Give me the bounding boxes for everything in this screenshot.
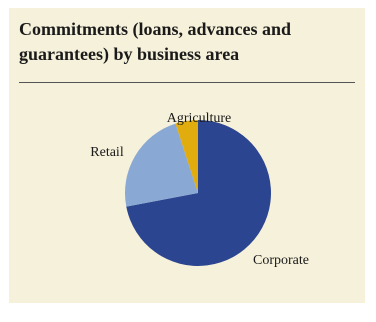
pie-slice-retail bbox=[124, 123, 198, 207]
chart-panel: Commitments (loans, advances and guarant… bbox=[9, 8, 365, 303]
pie-chart: Corporate Retail Agriculture bbox=[90, 111, 309, 268]
slice-label-agriculture: Agriculture bbox=[167, 111, 232, 126]
pie-slice-agriculture bbox=[175, 120, 198, 193]
slice-label-retail: Retail bbox=[90, 145, 124, 160]
pie-slice-corporate bbox=[126, 120, 271, 266]
title-divider bbox=[19, 82, 355, 83]
slice-label-corporate: Corporate bbox=[253, 253, 309, 268]
chart-title: Commitments (loans, advances and guarant… bbox=[19, 19, 292, 64]
